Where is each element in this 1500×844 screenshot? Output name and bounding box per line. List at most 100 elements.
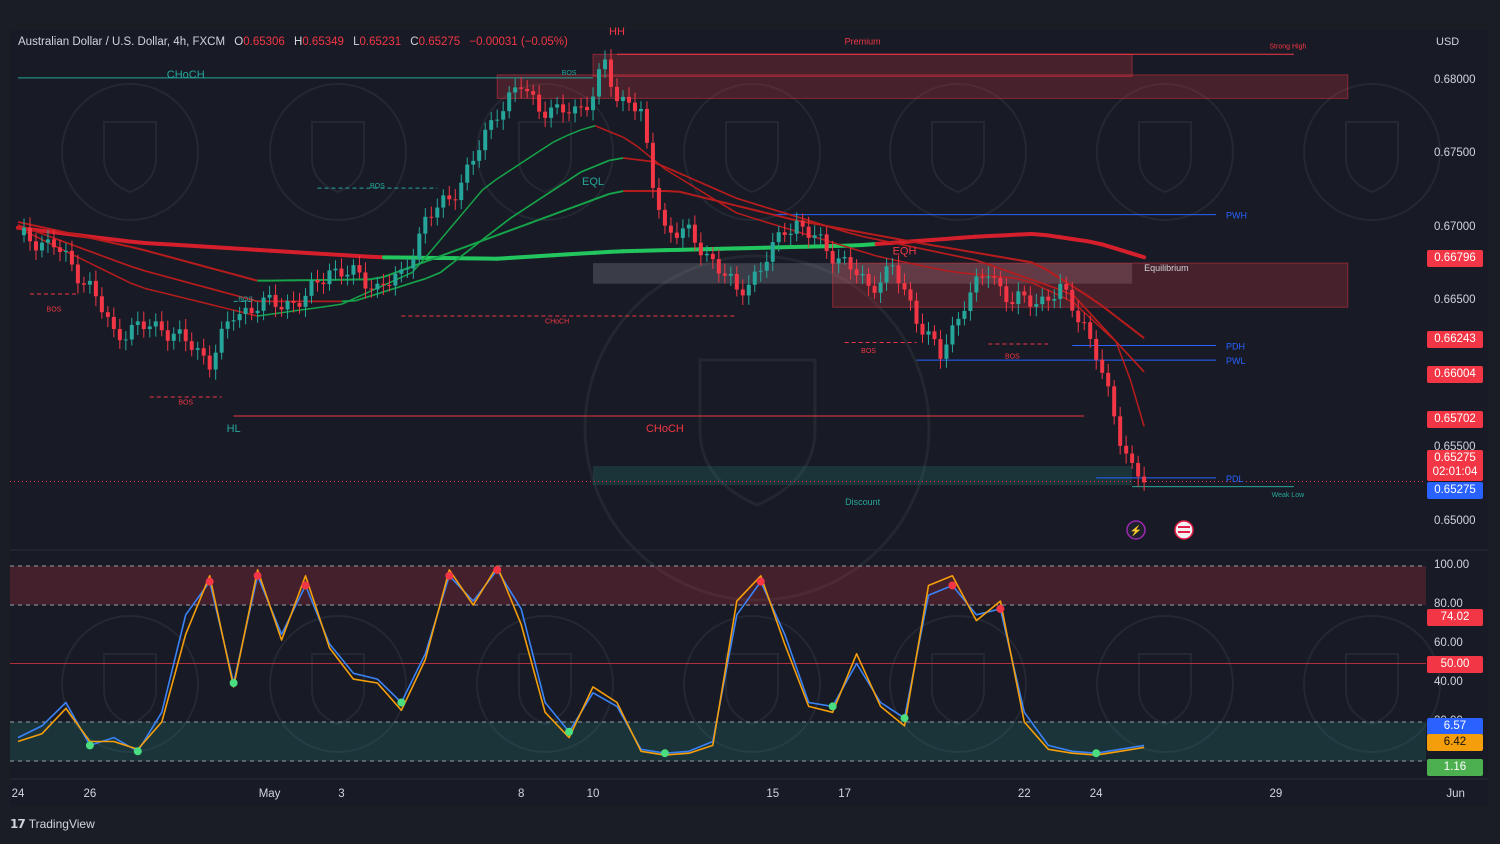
candle-body xyxy=(273,294,278,307)
ma-ema-mid-segment xyxy=(848,231,863,238)
ma-ema-mid-segment xyxy=(876,238,891,244)
candle-body xyxy=(69,250,74,265)
candle-body xyxy=(986,276,991,278)
time-tick-label: 22 xyxy=(1017,788,1031,800)
candle-body xyxy=(626,96,631,103)
high-value: 0.65349 xyxy=(302,36,344,48)
ma-ema-mid-segment xyxy=(243,296,258,303)
zone-supply xyxy=(592,53,1133,77)
watermark-ring xyxy=(269,83,407,221)
candle-body xyxy=(980,276,985,278)
time-tick-label: 17 xyxy=(838,788,852,800)
ma-ema-fast-segment xyxy=(580,125,596,131)
watermark-ring xyxy=(889,83,1027,221)
annotation-strong-high: Strong High xyxy=(1269,43,1306,50)
ma-ema-slow-segment xyxy=(989,254,1004,259)
ma-ema-mid-segment xyxy=(932,250,948,255)
ma-ema-fast-segment xyxy=(679,177,695,188)
ma-200-segment xyxy=(30,227,49,234)
ma-200-segment xyxy=(1113,246,1133,255)
close-value: 0.65275 xyxy=(418,36,461,48)
candle-body xyxy=(812,235,817,238)
ma-ema-slow-segment xyxy=(876,234,891,239)
candle-body xyxy=(1136,462,1141,477)
candle-body xyxy=(363,272,368,289)
watermark-shield-large xyxy=(698,358,817,507)
ma-ema-slow-segment xyxy=(749,208,765,214)
low-label: L xyxy=(353,36,360,48)
symbol-name[interactable]: Australian Dollar / U.S. Dollar, 4h, FXC… xyxy=(18,36,226,48)
ma-ema-slow-segment xyxy=(439,250,455,258)
tradingview-logo[interactable]: 𝟭𝟳 TradingView xyxy=(10,817,95,831)
ma-200-segment xyxy=(973,234,992,239)
candle-body xyxy=(668,225,673,233)
candle-body xyxy=(914,300,919,324)
chart-panel[interactable] xyxy=(10,30,1488,806)
candle-body xyxy=(111,316,116,330)
price-tag: 0.66796 xyxy=(1427,249,1483,267)
ma-ema-slow-segment xyxy=(1073,286,1089,297)
ma-200-segment xyxy=(579,250,598,256)
ma-ema-mid-segment xyxy=(749,201,765,208)
ma-ema-fast-segment xyxy=(31,234,47,243)
candle-body xyxy=(734,273,739,290)
ma-ema-slow-segment xyxy=(707,197,723,204)
ma-ema-fast-segment xyxy=(763,220,779,227)
osc-buy-dot xyxy=(565,727,574,736)
candle-body xyxy=(824,234,829,252)
ma-ema-fast-segment xyxy=(1073,302,1089,317)
ma-200-segment xyxy=(1071,237,1090,244)
candle-body xyxy=(567,112,572,114)
ma-ema-slow-segment xyxy=(552,208,568,216)
ma-ema-slow-segment xyxy=(214,268,230,275)
ma-ema-mid-segment xyxy=(538,189,554,201)
ma-ema-fast-segment xyxy=(932,267,948,272)
ma-200-segment xyxy=(353,253,372,259)
ma-200-segment xyxy=(269,248,288,254)
ma-200-segment xyxy=(1099,242,1118,251)
currency-label[interactable]: USD xyxy=(1436,36,1460,48)
ma-200-segment xyxy=(311,251,330,257)
time-tick-label: 15 xyxy=(766,788,780,800)
price-tag: 0.65275 xyxy=(1427,449,1483,467)
candle-body xyxy=(585,106,590,111)
ma-ema-slow-segment xyxy=(1101,304,1117,318)
candle-body xyxy=(938,339,943,359)
candle-body xyxy=(1118,416,1123,446)
candle-body xyxy=(615,86,619,102)
ma-ema-fast-segment xyxy=(1003,276,1018,280)
ma-200-segment xyxy=(508,255,527,260)
level-label-pwl: PWL xyxy=(1226,356,1246,366)
candle-body xyxy=(1064,284,1069,290)
candle-body xyxy=(728,273,733,276)
candle-body xyxy=(662,209,667,226)
candle-body xyxy=(1082,322,1087,324)
candle-body xyxy=(1094,338,1099,360)
candle-body xyxy=(818,234,823,236)
candle-body xyxy=(207,355,212,370)
osc-tag: 50.00 xyxy=(1427,655,1483,673)
candle-body xyxy=(806,226,811,238)
candle-body xyxy=(225,321,230,329)
ma-ema-mid-segment xyxy=(721,191,737,199)
ma-ema-slow-segment xyxy=(1045,268,1061,279)
candle-body xyxy=(147,326,152,330)
candle-body xyxy=(441,195,446,208)
ma-ema-mid-segment xyxy=(425,271,441,280)
ma-ema-fast-segment xyxy=(496,169,512,180)
price-tag: 0.66004 xyxy=(1427,366,1483,384)
candle-body xyxy=(249,307,254,314)
candle-body xyxy=(800,220,805,227)
ma-ema-slow-segment xyxy=(116,242,131,248)
osc-sell-dot xyxy=(205,577,214,586)
candle-body xyxy=(1112,386,1117,417)
annotation-hl: HL xyxy=(227,423,241,435)
ma-ema-mid-segment xyxy=(383,286,399,293)
candle-body xyxy=(674,232,679,238)
ma-ema-mid-segment xyxy=(1045,283,1060,291)
candle-body xyxy=(656,187,661,210)
candle-body xyxy=(716,259,721,274)
ma-200-segment xyxy=(1128,250,1147,260)
ma-ema-mid-segment xyxy=(439,260,455,274)
